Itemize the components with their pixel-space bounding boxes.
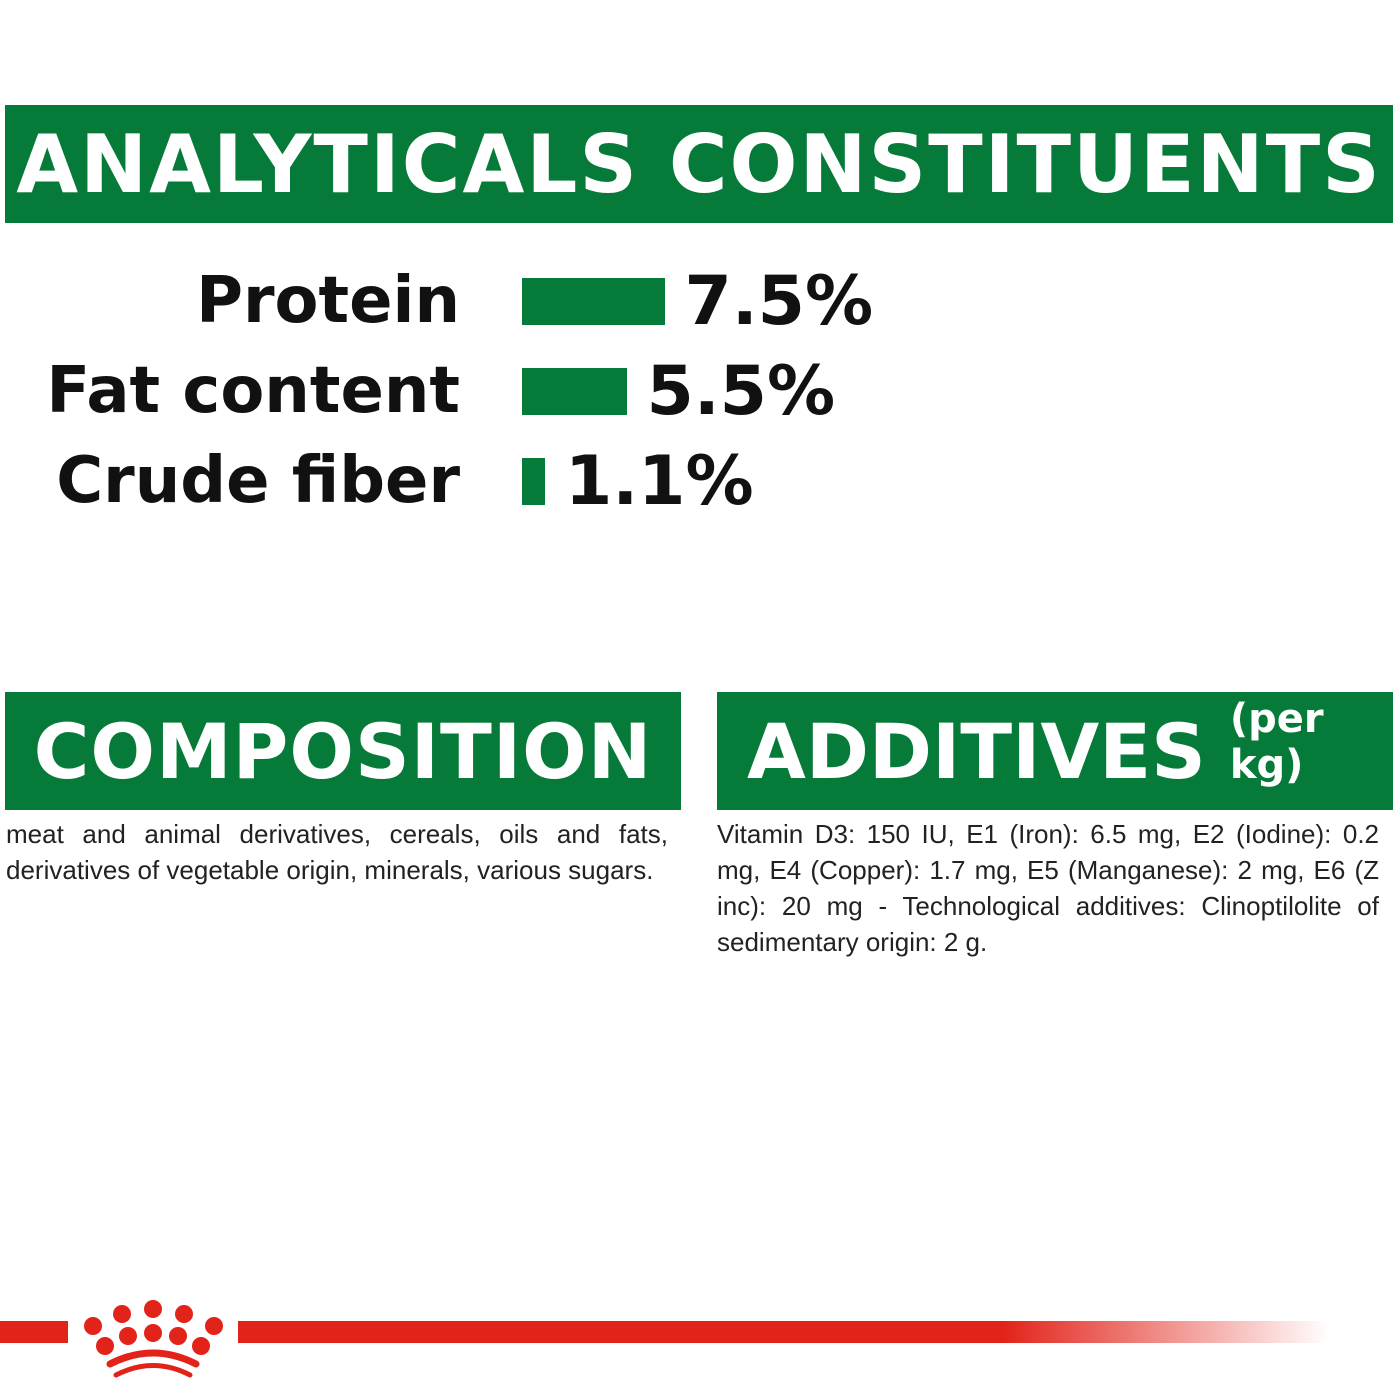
analytical-title: ANALYTICALS CONSTITUENTS	[16, 117, 1382, 211]
composition-text: meat and animal derivatives, cereals, oi…	[6, 819, 668, 885]
additives-header: ADDITIVES (per kg)	[717, 692, 1393, 810]
composition-title: COMPOSITION	[33, 706, 653, 796]
constituent-bar	[522, 457, 545, 505]
red-line-left	[0, 1321, 68, 1343]
constituent-value: 5.5%	[646, 351, 836, 431]
additives-text: Vitamin D3: 150 IU, E1 (Iron): 6.5 mg, E…	[717, 819, 1379, 957]
crown-logo-icon	[0, 1300, 1330, 1378]
composition-header: COMPOSITION	[5, 692, 681, 810]
constituent-row: Fat content 5.5%	[0, 346, 835, 436]
constituent-bar	[522, 367, 627, 415]
constituent-label: Protein	[196, 264, 460, 338]
constituent-row: Protein 7.5%	[0, 256, 873, 346]
constituent-label: Fat content	[46, 354, 460, 428]
analytical-constituents-header: ANALYTICALS CONSTITUENTS	[5, 105, 1393, 223]
red-line-right	[238, 1321, 1330, 1343]
constituent-bar	[522, 277, 665, 325]
constituent-label: Crude fiber	[56, 444, 460, 518]
constituent-row: Crude fiber 1.1%	[0, 436, 754, 526]
constituent-value: 7.5%	[684, 261, 874, 341]
constituent-value: 1.1%	[565, 441, 754, 521]
additives-title: ADDITIVES	[747, 706, 1206, 796]
additives-subtitle: (per kg)	[1229, 696, 1324, 788]
